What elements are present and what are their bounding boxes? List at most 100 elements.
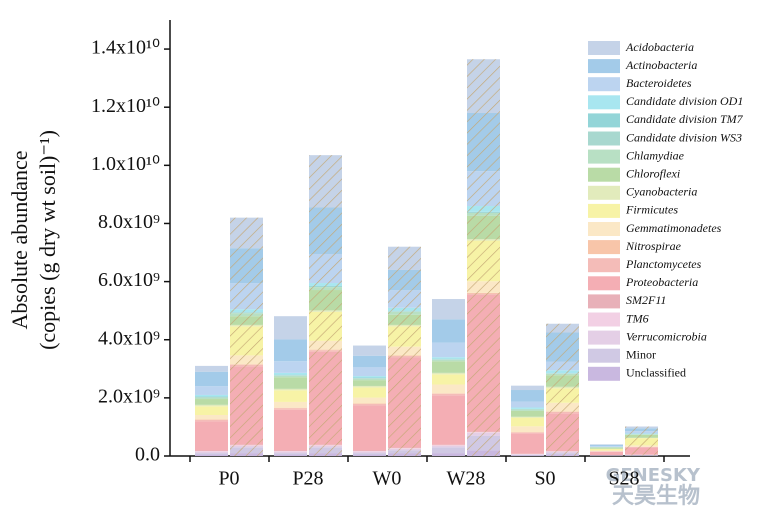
bar-segment bbox=[195, 399, 228, 405]
x-tick-label: W0 bbox=[373, 468, 402, 490]
bar-hatch bbox=[388, 447, 421, 449]
legend-swatch bbox=[588, 77, 620, 92]
legend-swatch bbox=[588, 95, 620, 110]
bar-segment bbox=[432, 358, 465, 360]
bar-hatch bbox=[309, 350, 342, 352]
bar-segment bbox=[432, 393, 465, 396]
bar-hatch bbox=[625, 426, 658, 429]
bar-segment bbox=[195, 396, 228, 397]
bar-segment bbox=[432, 395, 465, 445]
bar-segment bbox=[195, 454, 228, 456]
legend-swatch bbox=[588, 113, 620, 128]
y-axis-title: Absolute abundance bbox=[7, 151, 32, 330]
bar-segment bbox=[353, 451, 386, 454]
bar-hatch bbox=[230, 326, 263, 356]
bar-hatch bbox=[467, 240, 500, 282]
legend-label: Chloroflexi bbox=[626, 166, 680, 180]
bar-hatch bbox=[388, 311, 421, 315]
bar-segment bbox=[274, 450, 307, 452]
bar-hatch bbox=[230, 217, 263, 249]
bar-segment bbox=[432, 361, 465, 373]
bar-hatch bbox=[309, 290, 342, 311]
bar-hatch bbox=[546, 375, 579, 387]
y-tick-label: 2.0x10⁹ bbox=[98, 385, 160, 407]
bar-hatch bbox=[309, 287, 342, 291]
bar-segment bbox=[195, 419, 228, 420]
bar-segment bbox=[432, 342, 465, 358]
bar-segment bbox=[353, 378, 386, 381]
bar-hatch bbox=[230, 445, 263, 448]
bar-segment bbox=[353, 405, 386, 451]
bar-segment bbox=[353, 385, 386, 388]
bar-hatch bbox=[388, 357, 421, 448]
bar-segment bbox=[432, 359, 465, 360]
bar-hatch bbox=[230, 283, 263, 310]
legend-swatch bbox=[588, 240, 620, 255]
bar-hatch bbox=[309, 283, 342, 286]
bar-segment bbox=[274, 375, 307, 378]
bar-hatch bbox=[546, 413, 579, 452]
bar-hatch bbox=[309, 155, 342, 208]
bar-segment bbox=[274, 374, 307, 376]
bar-hatch bbox=[388, 326, 421, 347]
bar-hatch bbox=[388, 311, 421, 312]
legend-swatch bbox=[588, 222, 620, 236]
bar-hatch bbox=[467, 292, 500, 294]
bar-hatch bbox=[467, 171, 500, 207]
x-tick-label: P0 bbox=[218, 468, 239, 490]
bar-segment bbox=[274, 390, 307, 402]
bar-hatch bbox=[467, 432, 500, 436]
bar-segment bbox=[195, 386, 228, 395]
bar-segment bbox=[511, 385, 544, 391]
bar-segment bbox=[432, 319, 465, 343]
bar-hatch bbox=[467, 206, 500, 212]
bar-segment bbox=[274, 339, 307, 362]
bar-hatch bbox=[388, 269, 421, 291]
legend-swatch bbox=[588, 312, 620, 327]
bar-segment bbox=[511, 407, 544, 409]
bar-segment bbox=[590, 444, 623, 446]
bar-hatch bbox=[546, 451, 579, 454]
bar-segment bbox=[195, 421, 228, 451]
bar-segment bbox=[432, 393, 465, 394]
bar-hatch bbox=[230, 312, 263, 313]
legend-swatch bbox=[588, 258, 620, 273]
bar-segment bbox=[511, 455, 544, 456]
bar-hatch bbox=[309, 285, 342, 287]
legend-swatch bbox=[588, 185, 620, 200]
legend-label: Minor bbox=[626, 347, 656, 361]
bar-segment bbox=[274, 451, 307, 454]
legend-label: Nitrospirae bbox=[625, 239, 682, 253]
bar-segment bbox=[432, 299, 465, 320]
bar-hatch bbox=[625, 455, 658, 456]
bar-hatch bbox=[230, 355, 263, 365]
bar-segment bbox=[511, 390, 544, 402]
bar-segment bbox=[195, 419, 228, 422]
bar-hatch bbox=[467, 212, 500, 214]
legend-label: Candidate division TM7 bbox=[626, 112, 744, 126]
y-tick-label: 1.4x10¹⁰ bbox=[91, 37, 160, 59]
bar-hatch bbox=[230, 366, 263, 445]
bar-hatch bbox=[230, 248, 263, 284]
bar-segment bbox=[511, 454, 544, 456]
bar-hatch bbox=[388, 246, 421, 270]
bar-segment bbox=[353, 454, 386, 456]
bar-hatch bbox=[388, 324, 421, 327]
legend-label: Verrucomicrobia bbox=[626, 329, 707, 343]
bar-segment bbox=[432, 357, 465, 359]
legend-swatch bbox=[588, 203, 620, 218]
bar-segment bbox=[590, 450, 623, 452]
bar-hatch bbox=[309, 340, 342, 350]
bar-segment bbox=[511, 433, 544, 454]
bar-hatch bbox=[467, 450, 500, 456]
bar-hatch bbox=[230, 324, 263, 327]
bar-segment bbox=[274, 409, 307, 451]
bar-hatch bbox=[625, 434, 658, 438]
bar-hatch bbox=[230, 453, 263, 456]
bar-hatch bbox=[388, 453, 421, 456]
bar-hatch bbox=[388, 346, 421, 356]
bar-segment bbox=[353, 380, 386, 386]
bar-hatch bbox=[309, 207, 342, 254]
bar-hatch bbox=[467, 431, 500, 433]
bar-hatch bbox=[467, 211, 500, 213]
